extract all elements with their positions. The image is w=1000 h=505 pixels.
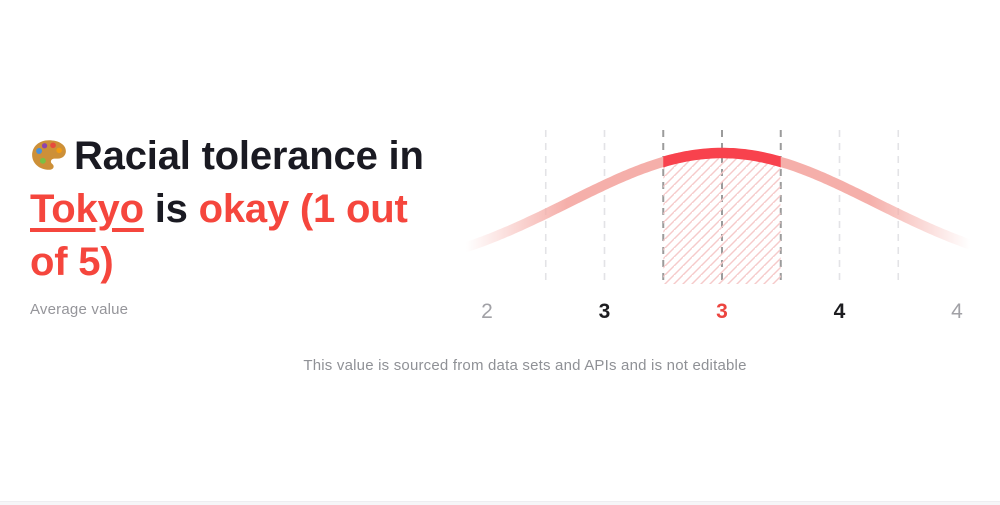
assessment-text-1: okay (1 out [198,187,408,231]
page-title: Racial tolerance in Tokyo is okay (1 out… [30,130,460,289]
distribution-curve [461,147,975,253]
x-axis-label: 2 [481,300,493,323]
palette-emoji-icon [30,133,68,170]
bottom-divider [0,501,1000,505]
title-text-2: is [154,187,188,231]
hatch-fill [663,153,781,284]
footer-note: This value is sourced from data sets and… [303,357,747,374]
x-axis-label: 3 [716,300,728,323]
bell-curve-chart: 2 3 3 4 4 [458,122,980,332]
title-text-1: Racial tolerance in [74,134,424,178]
curve-highlight [663,147,781,168]
bell-curve-svg: 2 3 3 4 4 [461,130,975,323]
x-axis-label: 4 [951,300,963,323]
x-axis-label: 3 [599,300,611,323]
hatched-area [663,153,781,284]
x-axis-labels: 2 3 3 4 4 [481,300,963,323]
x-axis-label: 4 [834,300,846,323]
assessment-text-2: of 5) [30,240,114,284]
average-value-label: Average value [30,301,129,318]
city-link[interactable]: Tokyo [30,187,144,231]
